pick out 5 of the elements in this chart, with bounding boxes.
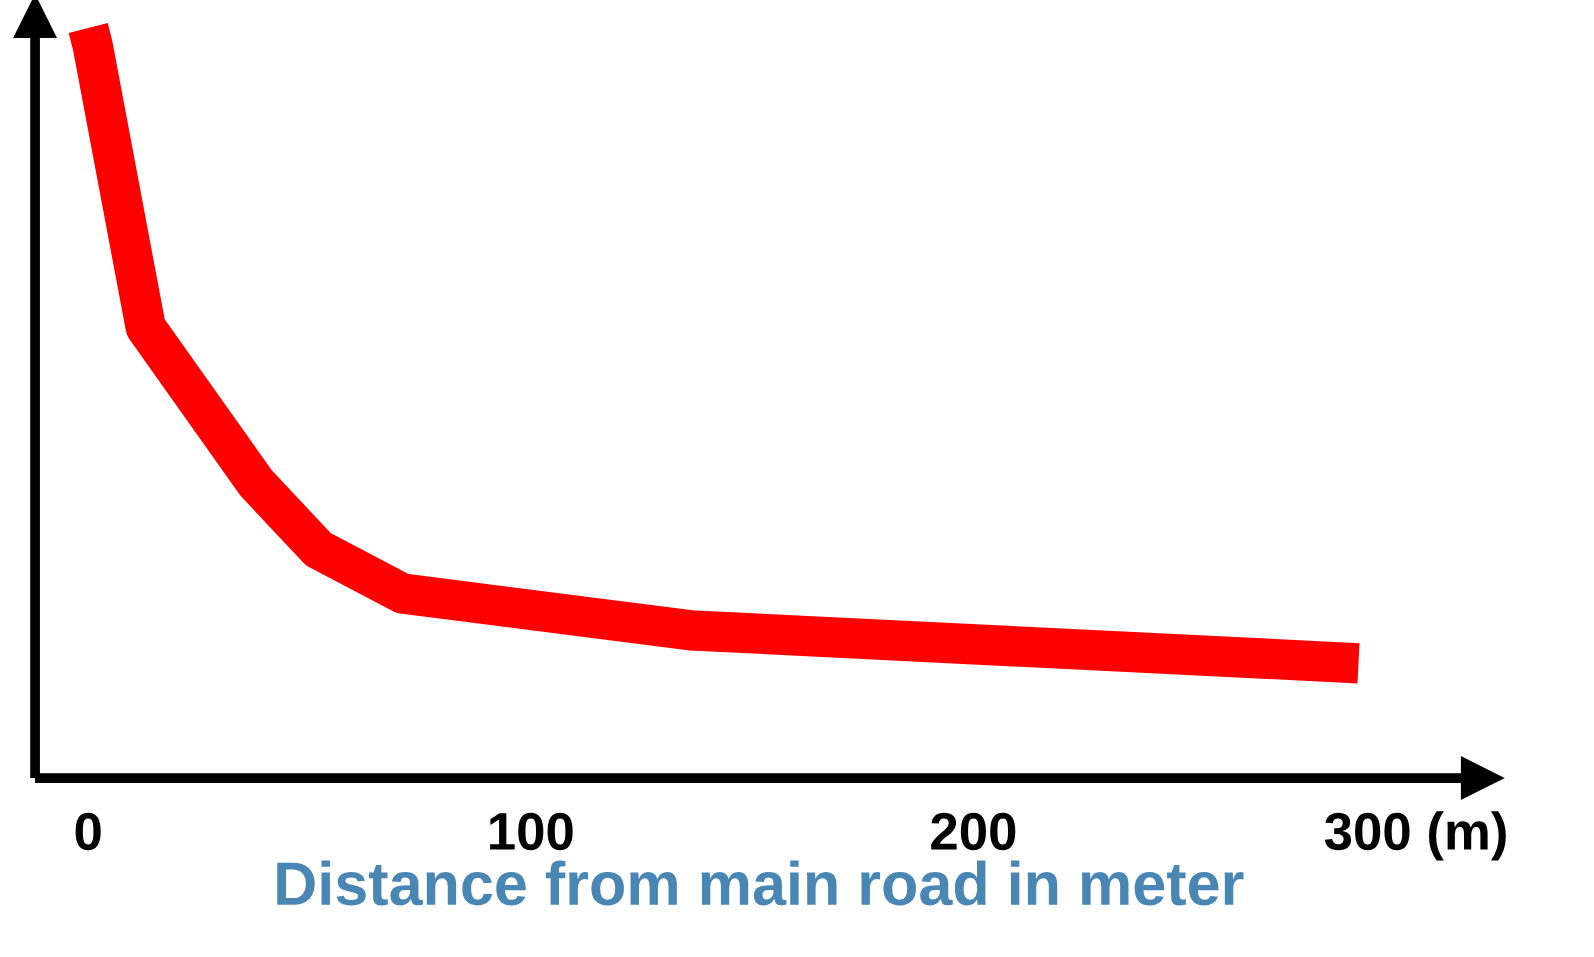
- x-tick-label: 100: [490, 812, 573, 851]
- x-tick-label: 200: [931, 812, 1016, 851]
- x-axis-title: Distance from main road in meter: [277, 860, 1244, 906]
- x-tick-label: 0: [75, 812, 101, 851]
- x-tick-label: 300 (m): [1324, 811, 1506, 861]
